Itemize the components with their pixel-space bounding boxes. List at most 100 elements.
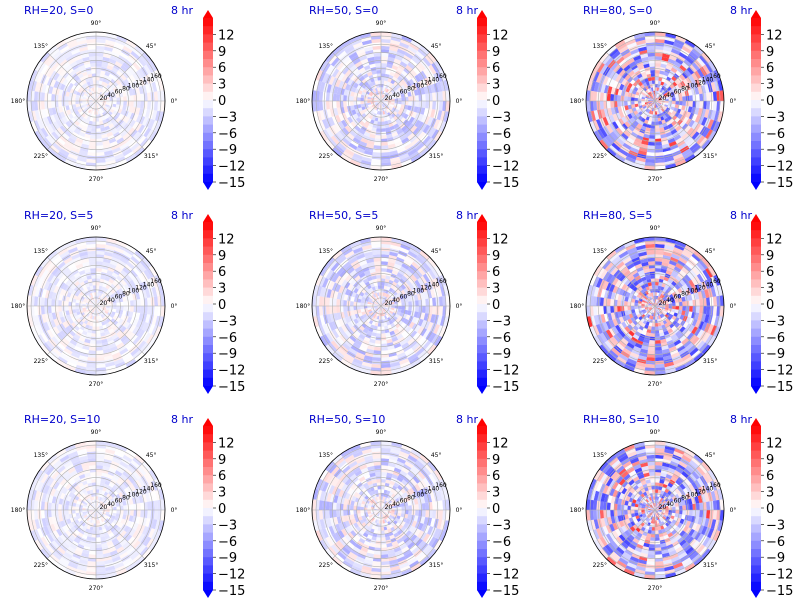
colorbar-segment <box>203 263 213 272</box>
colorbar-segment <box>751 100 761 109</box>
heat-cell <box>655 282 659 286</box>
heat-cell <box>350 306 354 311</box>
colorbar-segment <box>477 337 487 346</box>
heat-cell <box>91 128 96 132</box>
heat-cell <box>415 306 419 312</box>
heat-cell <box>655 350 663 354</box>
heat-cell <box>647 350 655 354</box>
heat-cell <box>48 93 52 101</box>
heat-cell <box>696 94 700 101</box>
heat-cell <box>706 92 710 101</box>
angle-tick-label: 135° <box>593 43 607 50</box>
heat-cell <box>649 63 655 67</box>
heat-cell <box>649 268 655 272</box>
heat-cell <box>381 326 385 330</box>
heat-cell <box>675 97 679 101</box>
angle-tick-label: 180° <box>296 303 310 310</box>
heat-cell <box>72 101 76 105</box>
heat-cell <box>425 306 429 314</box>
radial-tick-label: 160 <box>150 73 162 80</box>
heat-cell <box>378 323 381 327</box>
angle-tick-label: 270° <box>374 176 388 183</box>
heat-cell <box>343 95 347 101</box>
heat-cell <box>96 77 100 81</box>
angle-tick-label: 315° <box>703 153 717 160</box>
angle-tick-label: 90° <box>376 20 387 27</box>
heat-cell <box>75 98 79 101</box>
heat-cell <box>655 77 659 81</box>
heat-cell <box>696 101 700 108</box>
heat-cell <box>655 340 661 344</box>
heat-cell <box>96 282 100 286</box>
heat-cell <box>648 56 655 60</box>
colorbar-tick-label: 12 <box>766 28 783 43</box>
colorbar-tick-label: −3 <box>218 314 237 329</box>
heat-cell <box>48 306 52 314</box>
heat-cell <box>675 101 679 105</box>
heat-cell <box>147 306 151 315</box>
heat-cell <box>655 275 660 279</box>
colorbar-segment <box>203 345 213 354</box>
heat-cell <box>617 101 621 107</box>
colorbar-segment <box>477 279 487 288</box>
heat-cell <box>652 323 655 327</box>
heat-cell <box>130 95 134 101</box>
colorbar-segment <box>477 320 487 329</box>
colorbar-segment <box>751 43 761 52</box>
heat-cell <box>93 80 96 84</box>
heat-cell <box>408 101 412 106</box>
colorbar-tick-label: −3 <box>218 110 237 125</box>
heat-cell <box>137 94 141 101</box>
heat-cell <box>96 128 101 132</box>
heat-cell <box>415 95 419 101</box>
heat-cell <box>75 101 79 104</box>
heat-cell <box>655 70 660 74</box>
colorbar-segment <box>203 271 213 280</box>
colorbar-tick-label: 0 <box>766 94 774 109</box>
colorbar-segment <box>203 133 213 142</box>
colorbar-segment <box>203 59 213 68</box>
heat-cell <box>381 275 386 279</box>
colorbar-segment <box>751 34 761 43</box>
colorbar-segment <box>477 51 487 60</box>
colorbar-tick-label: 6 <box>218 265 226 280</box>
colorbar-segment <box>203 279 213 288</box>
colorbar-tick-label: −9 <box>492 347 511 362</box>
radial-tick-label: 160 <box>435 278 447 285</box>
angle-tick-label: 90° <box>376 225 387 232</box>
heat-cell <box>96 357 105 361</box>
heat-cell <box>655 80 658 84</box>
heat-cell <box>96 333 101 337</box>
heat-cell <box>652 285 655 289</box>
heat-cell <box>147 92 151 101</box>
heat-cell <box>140 93 144 101</box>
heat-cell <box>624 101 628 106</box>
colorbar-extend-min <box>477 386 487 394</box>
heat-cell <box>75 303 79 306</box>
heat-cell <box>699 93 703 101</box>
heat-cell <box>372 46 381 50</box>
heat-cell <box>51 299 55 306</box>
heat-cell <box>655 63 661 67</box>
heat-cell <box>88 145 96 149</box>
colorbar-segment <box>751 149 761 158</box>
angle-tick-label: 45° <box>146 248 157 255</box>
heat-cell <box>381 282 385 286</box>
heat-cell <box>624 306 628 311</box>
heat-cell <box>96 70 101 74</box>
heat-cell <box>92 121 96 125</box>
heat-cell <box>58 306 62 312</box>
heat-cell <box>408 306 412 311</box>
heat-cell <box>617 95 621 101</box>
heat-cell <box>360 306 364 309</box>
colorbar-segment <box>477 18 487 27</box>
colorbar-segment <box>751 59 761 68</box>
heat-cell <box>607 306 611 314</box>
colorbar-segment <box>477 174 487 183</box>
angle-tick-label: 180° <box>11 98 25 105</box>
heat-cell <box>91 275 96 279</box>
heat-cell <box>41 92 45 101</box>
heat-cell <box>89 261 96 265</box>
